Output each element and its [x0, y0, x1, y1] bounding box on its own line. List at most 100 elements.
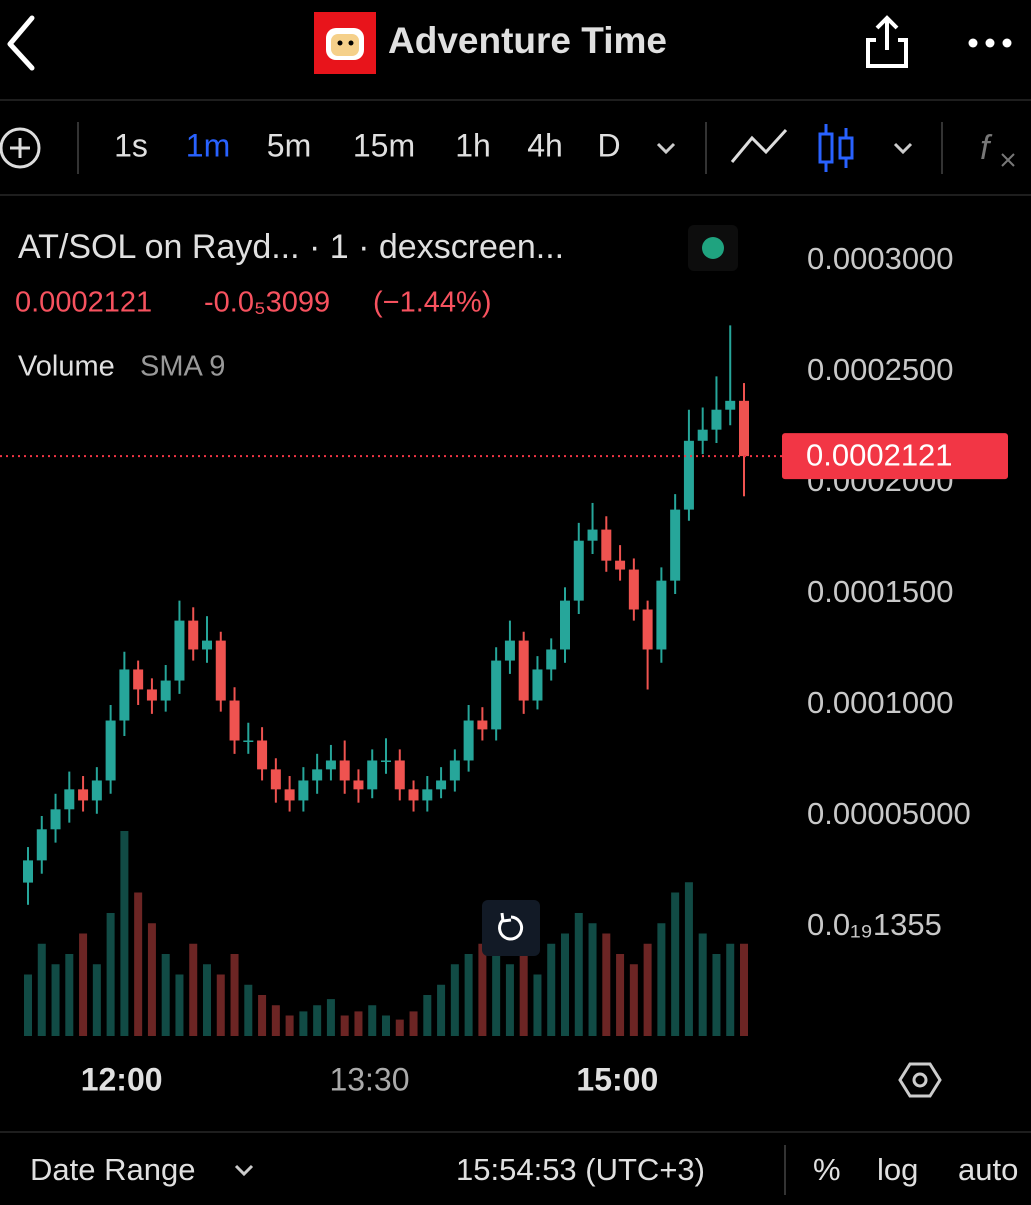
volume-bar: [643, 943, 652, 1036]
line-chart-button[interactable]: [730, 128, 788, 163]
volume-bar: [147, 923, 156, 1036]
volume-bar: [216, 974, 225, 1036]
y-tick-label: 0.00005000: [807, 796, 971, 831]
interval-dropdown[interactable]: [656, 142, 676, 155]
volume-bar: [547, 943, 556, 1036]
interval-button[interactable]: 1m: [186, 127, 230, 163]
x-tick-label: 12:00: [81, 1061, 163, 1097]
interval-button[interactable]: 1h: [455, 127, 491, 163]
candle-body: [449, 760, 460, 781]
volume-bar: [684, 882, 693, 1036]
price: 0.0002121: [15, 287, 152, 319]
share-button[interactable]: [866, 15, 908, 68]
candle-body: [215, 640, 226, 701]
candle-body: [683, 440, 694, 510]
volume-bar: [79, 933, 88, 1036]
last-price-box: [782, 433, 1008, 480]
candle-body: [133, 669, 144, 690]
log-toggle[interactable]: log: [877, 1152, 918, 1187]
last-price-label: 0.0002121: [806, 437, 953, 472]
volume-bar: [134, 892, 143, 1036]
date-range-button[interactable]: Date Range: [30, 1152, 195, 1187]
volume-bar: [712, 954, 721, 1036]
add-button[interactable]: [0, 127, 41, 169]
volume-bar: [657, 923, 666, 1036]
candle-body: [78, 789, 89, 801]
candle-body: [560, 600, 570, 650]
volume-bar: [629, 964, 638, 1036]
volume-bar: [326, 999, 335, 1036]
candle-body: [270, 769, 281, 790]
candle-body: [656, 580, 667, 650]
y-tick-label: 0.0003000: [807, 241, 954, 276]
candle-body: [174, 620, 185, 681]
candle-body: [628, 569, 639, 610]
candle-body: [477, 720, 488, 730]
y-tick-label: 0.0002500: [807, 352, 954, 387]
price-change-percent: (−1.44%): [373, 287, 491, 319]
x-tick-label: 15:00: [576, 1061, 658, 1097]
interval-button[interactable]: D: [597, 127, 620, 163]
candle-body: [670, 509, 681, 581]
volume-bar: [726, 943, 735, 1036]
volume-bar: [574, 913, 583, 1036]
candle-body: [739, 400, 749, 457]
volume-bar: [354, 1011, 363, 1036]
header-title: Adventure Time: [388, 20, 667, 61]
candle-body: [491, 660, 502, 730]
candle-body: [436, 780, 447, 790]
volume-bar: [409, 1011, 418, 1036]
candle-body: [573, 540, 584, 601]
volume-bar: [65, 954, 74, 1036]
candle-body: [532, 669, 543, 701]
status-dot: [702, 237, 724, 259]
volume-bar: [450, 964, 459, 1036]
more-button[interactable]: [968, 38, 1012, 48]
candle-chart-button[interactable]: [818, 124, 854, 172]
candle-body: [367, 760, 378, 790]
volume-bar: [230, 954, 239, 1036]
candle-body: [105, 720, 116, 781]
y-tick-label: 0.0₁₉1355: [807, 907, 942, 942]
percent-toggle[interactable]: %: [813, 1152, 841, 1187]
volume-bar: [189, 943, 198, 1036]
volume-bar: [258, 995, 267, 1036]
candle-body: [339, 760, 350, 781]
back-button[interactable]: [7, 15, 35, 71]
volume-bar: [464, 954, 473, 1036]
candle-body: [50, 809, 61, 830]
chart-type-dropdown[interactable]: [893, 142, 913, 155]
candle-body: [518, 640, 529, 701]
volume-bar: [492, 923, 501, 1036]
interval-button[interactable]: 15m: [353, 127, 415, 163]
volume-bar: [533, 974, 542, 1036]
volume-bar: [382, 1015, 390, 1036]
candle-body: [546, 649, 557, 670]
volume-bar: [519, 954, 528, 1036]
volume-bar: [698, 933, 707, 1036]
volume-bar: [24, 974, 32, 1036]
y-tick-label: 0.0001000: [807, 685, 954, 720]
volume-bar: [368, 1005, 377, 1036]
candle-body: [422, 789, 433, 801]
candle-body: [243, 740, 254, 743]
price-change: -0.0₅3099: [204, 287, 330, 319]
x-tick-label: 13:30: [329, 1061, 409, 1097]
volume-bar: [740, 943, 748, 1036]
volume-bar: [92, 964, 101, 1036]
volume-bar: [299, 1011, 308, 1036]
y-tick-label: 0.0001500: [807, 574, 954, 609]
volume-bar: [271, 1005, 280, 1036]
candle-body: [298, 780, 309, 801]
auto-toggle[interactable]: auto: [958, 1152, 1018, 1187]
interval-button[interactable]: 4h: [527, 127, 563, 163]
candle-body: [353, 780, 364, 790]
interval-button[interactable]: 5m: [267, 127, 311, 163]
reset-button[interactable]: [482, 900, 540, 956]
volume-bar: [313, 1005, 322, 1036]
settings-button[interactable]: [898, 1062, 942, 1098]
volume-bar: [395, 1019, 404, 1036]
interval-button[interactable]: 1s: [114, 127, 148, 163]
candle-body: [188, 620, 199, 650]
candle-body: [394, 760, 405, 790]
